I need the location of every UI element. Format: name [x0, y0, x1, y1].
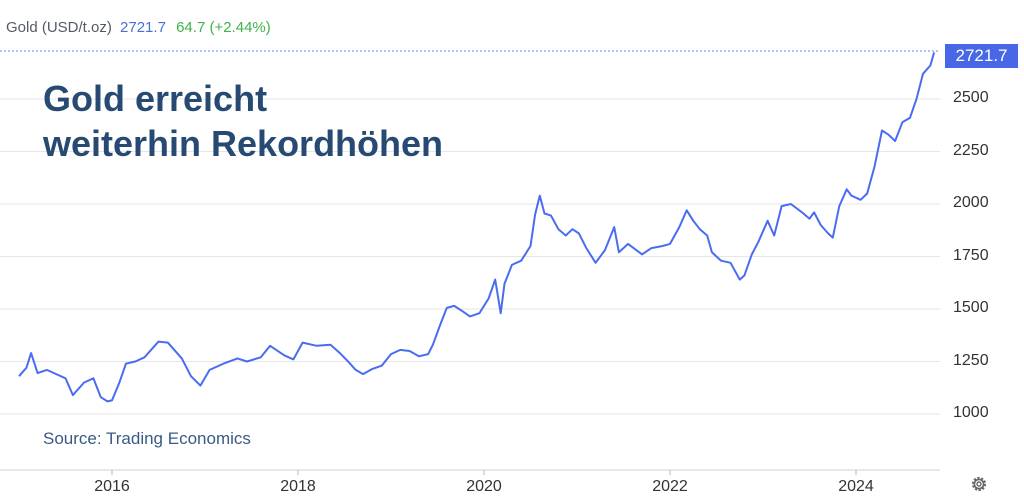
current-price: 2721.7: [120, 19, 166, 36]
gold-price-line: [18, 52, 936, 403]
last-price-tag: 2721.7: [945, 44, 1018, 68]
x-tick-label: 2020: [466, 478, 502, 495]
headline-line-2: weiterhin Rekordhöhen: [43, 123, 444, 164]
x-tick-label: 2016: [94, 478, 130, 495]
headline-line-1: Gold erreicht: [43, 78, 268, 119]
headline: Gold erreicht weiterhin Rekordhöhen: [43, 76, 443, 166]
y-tick-label: 1250: [953, 351, 989, 369]
x-tick-label: 2022: [652, 478, 688, 495]
y-tick-label: 1000: [953, 404, 989, 421]
x-tick-label: 2018: [280, 478, 316, 495]
x-tick-label: 2024: [838, 478, 874, 495]
y-tick-label: 2500: [953, 89, 989, 106]
y-tick-label: 1750: [953, 246, 989, 264]
y-tick-label: 2000: [953, 194, 989, 211]
y-tick-label: 1500: [953, 299, 989, 316]
source-note: Source: Trading Economics: [43, 429, 251, 448]
y-tick-label: 2250: [953, 141, 989, 159]
price-change: 64.7 (+2.44%): [176, 19, 271, 36]
instrument-name: Gold (USD/t.oz): [6, 19, 112, 36]
chart-header: Gold (USD/t.oz) 2721.7 64.7 (+2.44%): [6, 19, 271, 36]
gear-icon[interactable]: [969, 474, 989, 494]
